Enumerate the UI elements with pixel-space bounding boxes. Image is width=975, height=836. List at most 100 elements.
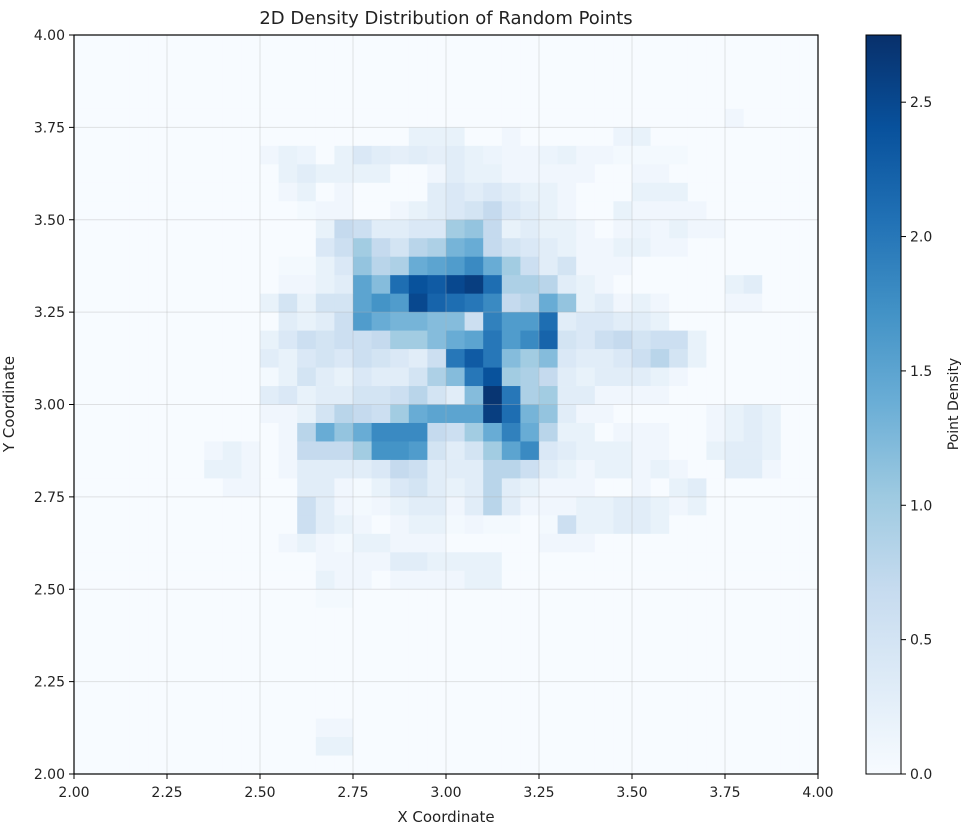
heatmap-cell — [780, 570, 800, 590]
heatmap-cell — [706, 275, 726, 295]
heatmap-cell — [129, 349, 149, 368]
heatmap-cell — [799, 108, 819, 128]
heatmap-cell — [501, 349, 521, 368]
heatmap-cell — [762, 681, 782, 701]
heatmap-cell — [408, 367, 428, 387]
heatmap-cell — [539, 275, 558, 295]
heatmap-cell — [483, 312, 503, 331]
heatmap-cell — [427, 312, 447, 331]
heatmap-cell — [464, 330, 484, 350]
heatmap-cell — [483, 404, 503, 424]
heatmap-cell — [483, 496, 503, 516]
heatmap-cell — [669, 90, 689, 110]
heatmap-cell — [650, 349, 670, 368]
heatmap-cell — [539, 182, 558, 202]
heatmap-cell — [576, 127, 596, 147]
heatmap-cell — [576, 238, 596, 258]
heatmap-cell — [241, 755, 261, 775]
heatmap-cell — [92, 53, 112, 73]
heatmap-cell — [743, 349, 763, 368]
y-tick-label: 3.25 — [34, 305, 65, 321]
heatmap-cell — [446, 422, 465, 442]
heatmap-cell — [353, 71, 372, 91]
heatmap-cell — [594, 441, 614, 461]
heatmap-cell — [241, 367, 261, 387]
heatmap-cell — [315, 533, 335, 553]
heatmap-cell — [371, 737, 391, 756]
heatmap-cell — [464, 275, 484, 295]
heatmap-cell — [222, 626, 242, 646]
heatmap-cell — [334, 182, 354, 202]
heatmap-cell — [780, 386, 800, 405]
heatmap-cell — [446, 312, 465, 331]
heatmap-cell — [743, 441, 763, 461]
heatmap-cell — [743, 478, 763, 498]
heatmap-cell — [204, 441, 224, 461]
heatmap-cell — [260, 644, 279, 664]
heatmap-cell — [353, 552, 372, 572]
heatmap-cell — [334, 201, 354, 221]
heatmap-cell — [632, 90, 651, 110]
heatmap-cell — [315, 201, 335, 221]
heatmap-cell — [799, 90, 819, 110]
heatmap-cell — [613, 238, 633, 258]
heatmap-cell — [520, 201, 540, 221]
heatmap-cell — [483, 386, 503, 405]
heatmap-cell — [557, 663, 577, 683]
heatmap-cell — [390, 644, 410, 664]
heatmap-cell — [297, 275, 317, 295]
heatmap-cell — [780, 256, 800, 276]
heatmap-cell — [390, 681, 410, 701]
heatmap-cell — [260, 737, 279, 756]
heatmap-cell — [594, 53, 614, 73]
heatmap-cell — [594, 496, 614, 516]
heatmap-cell — [669, 256, 689, 276]
heatmap-cell — [241, 478, 261, 498]
heatmap-cell — [129, 644, 149, 664]
heatmap-cell — [483, 755, 503, 775]
heatmap-cell — [669, 700, 689, 719]
heatmap-cell — [222, 404, 242, 424]
heatmap-cell — [260, 145, 279, 165]
heatmap-cell — [371, 533, 391, 553]
heatmap-cell — [594, 718, 614, 738]
heatmap-cell — [278, 459, 298, 479]
heatmap-cell — [762, 238, 782, 258]
heatmap-cell — [185, 755, 205, 775]
heatmap-cell — [799, 533, 819, 553]
heatmap-cell — [650, 108, 670, 128]
heatmap-cell — [501, 570, 521, 590]
heatmap-cell — [743, 644, 763, 664]
heatmap-cell — [241, 663, 261, 683]
heatmap-cell — [483, 53, 503, 73]
heatmap-cell — [148, 293, 168, 313]
heatmap-cell — [446, 515, 465, 535]
heatmap-cell — [613, 589, 633, 609]
heatmap-cell — [520, 349, 540, 368]
heatmap-cell — [483, 718, 503, 738]
heatmap-cell — [762, 71, 782, 91]
heatmap-cell — [539, 386, 558, 405]
heatmap-cell — [576, 737, 596, 756]
heatmap-cell — [501, 201, 521, 221]
heatmap-cell — [427, 441, 447, 461]
heatmap-cell — [390, 238, 410, 258]
heatmap-cell — [743, 182, 763, 202]
heatmap-cell — [520, 219, 540, 239]
heatmap-cell — [743, 35, 763, 54]
heatmap-cell — [241, 718, 261, 738]
heatmap-cell — [408, 755, 428, 775]
heatmap-cell — [74, 607, 93, 627]
heatmap-cell — [241, 496, 261, 516]
heatmap-cell — [464, 570, 484, 590]
heatmap-cell — [129, 71, 149, 91]
heatmap-cell — [446, 71, 465, 91]
heatmap-cell — [297, 53, 317, 73]
heatmap-cell — [260, 700, 279, 719]
heatmap-cell — [501, 386, 521, 405]
heatmap-cell — [557, 441, 577, 461]
heatmap-cell — [669, 312, 689, 331]
heatmap-cell — [539, 330, 558, 350]
heatmap-cell — [167, 681, 186, 701]
heatmap-cell — [483, 367, 503, 387]
